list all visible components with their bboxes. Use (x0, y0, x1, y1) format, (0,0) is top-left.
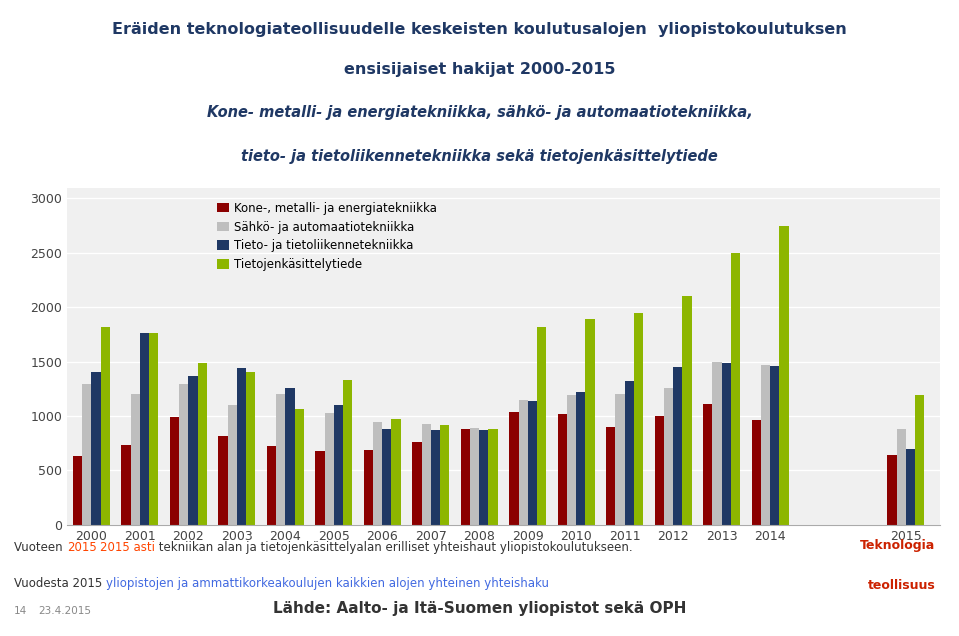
Bar (558, 414, 567, 525)
Bar (519, 399, 527, 525)
Text: Lähde: Aalto- ja Itä-Suomen yliopistot sekä OPH: Lähde: Aalto- ja Itä-Suomen yliopistot s… (272, 601, 687, 616)
Bar (422, 424, 431, 525)
Bar (324, 413, 334, 525)
Bar (130, 394, 140, 525)
Text: Vuodesta 2015: Vuodesta 2015 (14, 577, 106, 590)
Bar (488, 429, 498, 525)
Text: Teknologia: Teknologia (860, 539, 935, 551)
Text: 14: 14 (14, 606, 28, 616)
Bar (227, 405, 237, 525)
Bar (170, 417, 179, 525)
Bar (537, 327, 546, 525)
Bar (343, 380, 352, 525)
Bar (412, 442, 422, 525)
Bar (683, 296, 691, 525)
Bar (624, 381, 634, 525)
Legend: Kone-, metalli- ja energiatekniikka, Sähkö- ja automaatiotekniikka, Tieto- ja ti: Kone-, metalli- ja energiatekniikka, Säh… (213, 197, 441, 276)
Bar (509, 411, 519, 525)
Bar (634, 313, 643, 525)
Text: teollisuus: teollisuus (868, 579, 935, 591)
Text: Vuoteen: Vuoteen (14, 541, 67, 555)
Bar (237, 368, 246, 525)
Bar (140, 333, 149, 525)
Text: tieto- ja tietoliikennetekniikka sekä tietojenkäsittelytiede: tieto- ja tietoliikennetekniikka sekä ti… (241, 149, 718, 163)
Bar (470, 428, 480, 525)
Bar (334, 405, 343, 525)
Bar (713, 362, 721, 525)
Bar (363, 450, 373, 525)
Bar (91, 373, 101, 525)
Bar (527, 401, 537, 525)
Text: Kone- metalli- ja energiatekniikka, sähkö- ja automaatiotekniikka,: Kone- metalli- ja energiatekniikka, sähk… (206, 105, 753, 120)
Bar (101, 327, 109, 525)
Bar (246, 373, 255, 525)
Bar (731, 253, 740, 525)
Text: ensisijaiset hakijat 2000-2015: ensisijaiset hakijat 2000-2015 (343, 62, 616, 76)
Bar (391, 419, 401, 525)
Bar (219, 436, 227, 525)
Bar (906, 448, 915, 525)
Bar (431, 430, 440, 525)
Bar (149, 333, 158, 525)
Bar (760, 365, 770, 525)
Text: yliopistojen ja ammattikorkeakoulujen kaikkien alojen yhteinen yhteishaku: yliopistojen ja ammattikorkeakoulujen ka… (106, 577, 550, 590)
Bar (122, 445, 130, 525)
Bar (616, 394, 624, 525)
Bar (887, 455, 897, 525)
Bar (440, 425, 449, 525)
Bar (373, 422, 383, 525)
Text: tekniikan alan ja tietojenkäsittelyalan erilliset yhteishaut yliopistokoulutukse: tekniikan alan ja tietojenkäsittelyalan … (155, 541, 633, 555)
Bar (179, 384, 188, 525)
Bar (267, 446, 276, 525)
Bar (82, 384, 91, 525)
Bar (567, 396, 576, 525)
Bar (576, 392, 585, 525)
Bar (664, 388, 673, 525)
Bar (780, 226, 788, 525)
Bar (461, 429, 470, 525)
Bar (673, 367, 683, 525)
Text: 2015: 2015 (67, 541, 97, 555)
Bar (606, 427, 616, 525)
Bar (285, 388, 294, 525)
Text: 2015 asti: 2015 asti (100, 541, 155, 555)
Bar (316, 451, 324, 525)
Bar (294, 410, 304, 525)
Bar (198, 363, 207, 525)
Bar (480, 430, 488, 525)
Bar (73, 456, 82, 525)
Bar (752, 420, 760, 525)
Text: Eräiden teknologiateollisuudelle keskeisten koulutusalojen  yliopistokoulutuksen: Eräiden teknologiateollisuudelle keskeis… (112, 22, 847, 37)
Text: 23.4.2015: 23.4.2015 (37, 606, 91, 616)
Bar (721, 363, 731, 525)
Bar (703, 404, 713, 525)
Bar (383, 429, 391, 525)
Bar (655, 416, 664, 525)
Bar (770, 366, 780, 525)
Bar (276, 394, 285, 525)
Bar (188, 376, 198, 525)
Bar (915, 396, 924, 525)
Bar (897, 429, 906, 525)
Bar (585, 319, 595, 525)
